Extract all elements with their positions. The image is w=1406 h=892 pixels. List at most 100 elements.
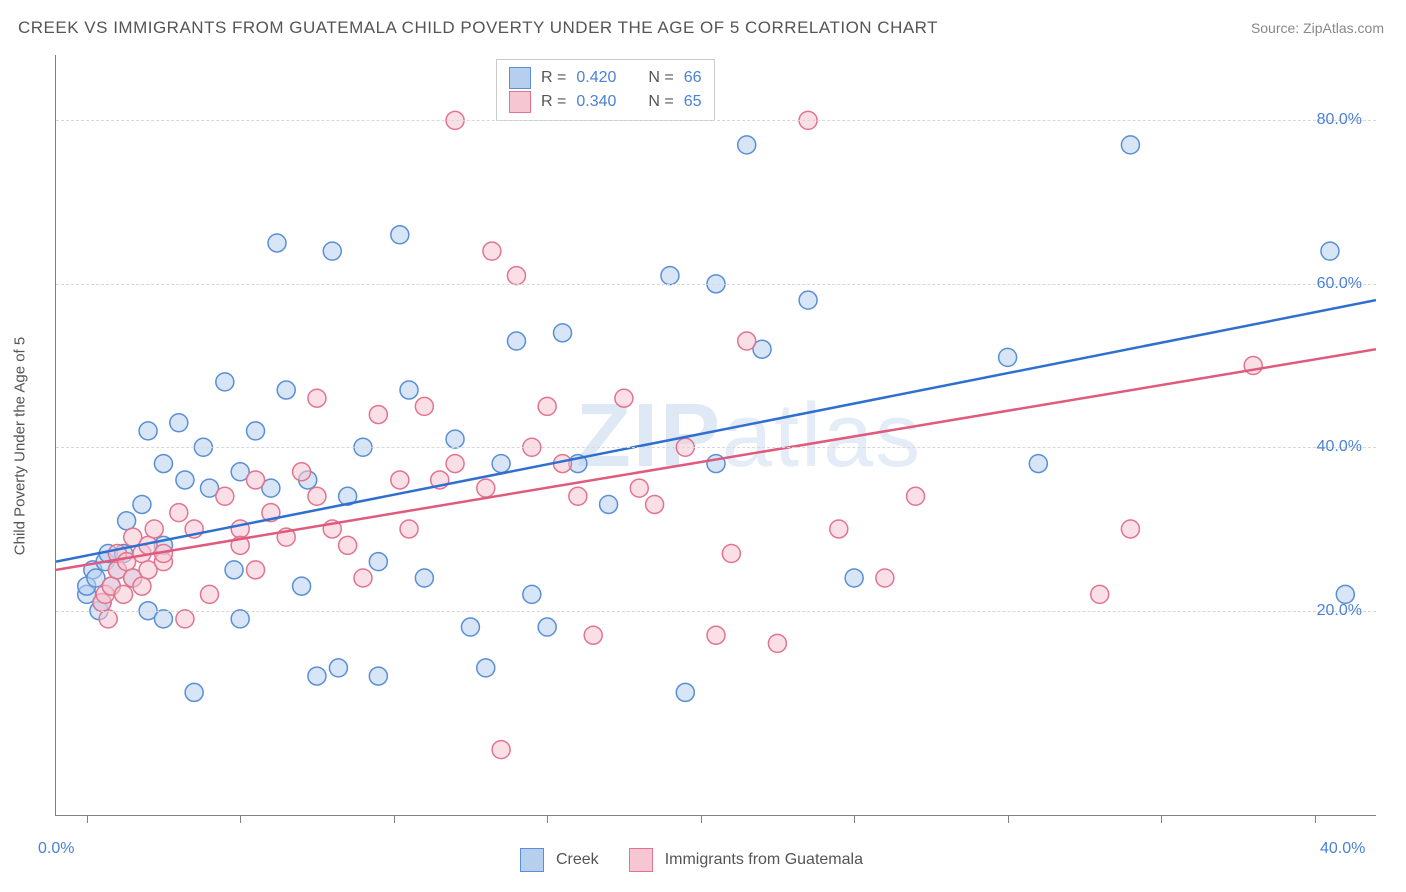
scatter-point (600, 495, 618, 513)
scatter-point (830, 520, 848, 538)
legend-r-value: 0.340 (576, 90, 616, 114)
x-tick (394, 815, 395, 823)
scatter-point (1336, 585, 1354, 603)
scatter-point (154, 610, 172, 628)
x-tick (1161, 815, 1162, 823)
scatter-point (415, 397, 433, 415)
scatter-point (738, 332, 756, 350)
scatter-point (185, 683, 203, 701)
chart-title: CREEK VS IMMIGRANTS FROM GUATEMALA CHILD… (18, 18, 938, 38)
scatter-point (1121, 136, 1139, 154)
scatter-point (170, 414, 188, 432)
plot-area: ZIPatlas R = 0.420N = 66R = 0.340N = 65 … (55, 55, 1376, 816)
scatter-svg (56, 55, 1376, 815)
scatter-point (507, 332, 525, 350)
scatter-point (707, 626, 725, 644)
x-tick (701, 815, 702, 823)
scatter-point (584, 626, 602, 644)
scatter-point (768, 634, 786, 652)
scatter-point (369, 667, 387, 685)
x-tick (240, 815, 241, 823)
scatter-point (176, 610, 194, 628)
legend-r-value: 0.420 (576, 66, 616, 90)
scatter-point (1121, 520, 1139, 538)
scatter-point (231, 610, 249, 628)
scatter-point (247, 471, 265, 489)
scatter-point (999, 348, 1017, 366)
scatter-point (133, 495, 151, 513)
legend-stats: R = 0.420N = 66R = 0.340N = 65 (496, 59, 715, 121)
x-tick-40: 40.0% (1320, 840, 1365, 858)
scatter-point (661, 267, 679, 285)
scatter-point (216, 487, 234, 505)
legend-n-value: 65 (684, 90, 702, 114)
x-tick-0: 0.0% (38, 840, 74, 858)
scatter-point (391, 471, 409, 489)
source-label: Source: ZipAtlas.com (1251, 20, 1384, 36)
scatter-point (400, 520, 418, 538)
scatter-point (446, 455, 464, 473)
scatter-point (145, 520, 163, 538)
scatter-point (323, 242, 341, 260)
legend-stats-row: R = 0.420N = 66 (509, 66, 702, 90)
scatter-point (277, 381, 295, 399)
y-tick-label: 40.0% (1317, 438, 1362, 456)
scatter-point (329, 659, 347, 677)
scatter-point (99, 610, 117, 628)
scatter-point (461, 618, 479, 636)
scatter-point (554, 324, 572, 342)
legend-series: Creek Immigrants from Guatemala (520, 848, 881, 872)
scatter-point (308, 487, 326, 505)
scatter-point (354, 569, 372, 587)
scatter-point (845, 569, 863, 587)
scatter-point (907, 487, 925, 505)
scatter-point (483, 242, 501, 260)
legend-series-label: Creek (556, 851, 599, 869)
gridline (56, 611, 1376, 612)
legend-swatch (509, 67, 531, 89)
scatter-point (139, 422, 157, 440)
scatter-point (1029, 455, 1047, 473)
scatter-point (615, 389, 633, 407)
scatter-point (1091, 585, 1109, 603)
scatter-point (477, 659, 495, 677)
scatter-point (722, 544, 740, 562)
scatter-point (646, 495, 664, 513)
x-tick (87, 815, 88, 823)
scatter-point (293, 463, 311, 481)
scatter-point (507, 267, 525, 285)
scatter-point (415, 569, 433, 587)
scatter-point (876, 569, 894, 587)
scatter-point (492, 455, 510, 473)
trend-line (56, 349, 1376, 570)
scatter-point (176, 471, 194, 489)
scatter-point (391, 226, 409, 244)
scatter-point (523, 585, 541, 603)
legend-series-label: Immigrants from Guatemala (665, 851, 863, 869)
chart-container: CREEK VS IMMIGRANTS FROM GUATEMALA CHILD… (0, 0, 1406, 892)
scatter-point (538, 618, 556, 636)
y-tick-label: 80.0% (1317, 111, 1362, 129)
scatter-point (630, 479, 648, 497)
scatter-point (369, 553, 387, 571)
legend-swatch (520, 848, 544, 872)
scatter-point (339, 536, 357, 554)
legend-swatch (509, 91, 531, 113)
scatter-point (477, 479, 495, 497)
legend-stats-row: R = 0.340N = 65 (509, 90, 702, 114)
scatter-point (676, 683, 694, 701)
y-axis-label: Child Poverty Under the Age of 5 (12, 337, 29, 555)
legend-r-label: R = (541, 90, 566, 114)
gridline (56, 284, 1376, 285)
scatter-point (1321, 242, 1339, 260)
scatter-point (400, 381, 418, 399)
y-tick-label: 20.0% (1317, 602, 1362, 620)
scatter-point (799, 291, 817, 309)
scatter-point (308, 389, 326, 407)
x-tick (1008, 815, 1009, 823)
scatter-point (247, 561, 265, 579)
legend-n-value: 66 (684, 66, 702, 90)
x-tick (1315, 815, 1316, 823)
scatter-point (293, 577, 311, 595)
scatter-point (225, 561, 243, 579)
